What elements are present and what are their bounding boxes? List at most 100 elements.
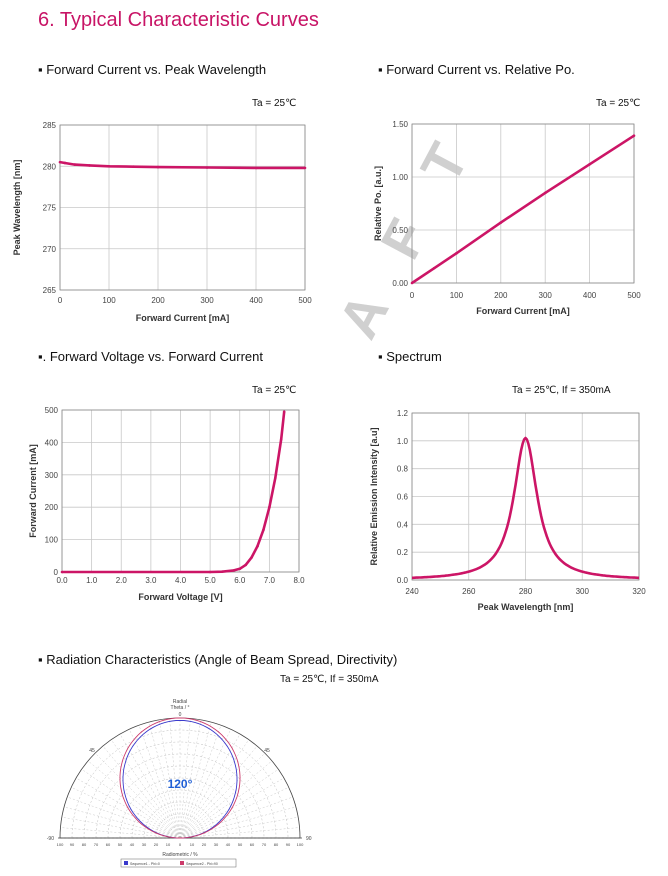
- iv-x-tick-label: 5.0: [205, 576, 217, 585]
- relpo-x-tick-label: 100: [450, 291, 464, 300]
- wavelength-y-tick-label: 280: [43, 162, 57, 171]
- radiation-radial-tick-label: 100: [57, 842, 64, 847]
- spectrum-y-tick-label: 1.0: [397, 437, 409, 446]
- radiation-ring: [167, 825, 193, 839]
- radiation-spoke: [138, 725, 181, 839]
- iv-x-tick-label: 3.0: [145, 576, 157, 585]
- radiation-radial-tick-label: 80: [82, 842, 87, 847]
- spectrum-x-tick-label: 320: [632, 587, 646, 596]
- relpo-data-point: [632, 134, 636, 137]
- wavelength-x-tick-label: 500: [298, 296, 312, 305]
- radiation-spoke: [179, 739, 249, 839]
- wavelength-x-axis-label: Forward Current [mA]: [136, 313, 230, 323]
- radiation-radial-tick-label: 90: [286, 842, 291, 847]
- relpo-data-point: [410, 281, 414, 285]
- section-heading-spectrum: ▪ Spectrum: [378, 349, 442, 364]
- iv-y-tick-label: 200: [45, 503, 59, 512]
- iv-y-tick-label: 100: [45, 536, 59, 545]
- radiation-spoke: [158, 719, 181, 839]
- iv-x-tick-label: 2.0: [116, 576, 128, 585]
- radiation-ring: [119, 777, 241, 839]
- condition-radiation: Ta = 25℃, If = 350mA: [280, 674, 379, 685]
- relpo-y-tick-label: 1.00: [392, 173, 408, 182]
- spectrum-x-tick-label: 280: [519, 587, 533, 596]
- section-heading-wavelength: ▪ Forward Current vs. Peak Wavelength: [38, 62, 267, 77]
- wavelength-data-point: [58, 160, 62, 164]
- radiation-series-1-line: [122, 719, 238, 839]
- relpo-x-tick-label: 300: [539, 291, 553, 300]
- section-heading-relative-po: ▪ Forward Current vs. Relative Po.: [378, 62, 575, 77]
- spectrum-y-tick-label: 1.2: [397, 409, 409, 418]
- radiation-radial-tick-label: 80: [274, 842, 279, 847]
- relpo-y-axis-label: Relative Po. [a.u.]: [373, 166, 383, 241]
- relpo-y-tick-label: 1.50: [392, 120, 408, 129]
- radiation-spoke: [95, 753, 181, 839]
- radiation-radial-tick-label: 30: [214, 842, 219, 847]
- radiation-right-end: 90: [306, 836, 312, 842]
- wavelength-data-point: [303, 166, 307, 170]
- iv-data-point: [279, 437, 283, 441]
- radiation-legend-label-1: Sequence1 - Phi=0: [130, 862, 160, 866]
- radiation-radial-tick-label: 70: [94, 842, 99, 847]
- radiation-radial-tick-label: 40: [130, 842, 135, 847]
- radiation-radial-tick-label: 60: [106, 842, 111, 847]
- radiation-spoke: [179, 745, 258, 839]
- radiation-spoke: [179, 769, 279, 839]
- radiation-spoke: [179, 787, 289, 839]
- spectrum-series-line: [412, 436, 639, 580]
- spectrum-plot-frame: [411, 412, 640, 581]
- radiation-spoke: [169, 718, 181, 839]
- radiation-legend-swatch-1: [124, 861, 128, 865]
- radiation-spoke: [179, 806, 296, 839]
- spectrum-x-tick-label: 300: [576, 587, 590, 596]
- radiation-center-label: 0: [179, 712, 182, 718]
- radiation-spoke: [60, 827, 181, 839]
- wavelength-y-tick-label: 270: [43, 245, 57, 254]
- spectrum-y-tick-label: 0.4: [397, 520, 409, 529]
- radiation-angle-annotation: 120°: [168, 777, 193, 791]
- wavelength-data-point: [132, 165, 135, 168]
- radiation-spoke: [148, 722, 181, 839]
- spectrum-x-tick-label: 260: [462, 587, 476, 596]
- radiation-spoke: [179, 725, 222, 839]
- page-title: 6. Typical Characteristic Curves: [38, 9, 319, 31]
- section-heading-iv: ▪. Forward Voltage vs. Forward Current: [38, 349, 263, 364]
- iv-series-line: [62, 411, 286, 574]
- radiation-radial-tick-label: 10: [190, 842, 195, 847]
- radiation-top-label: Radial: [173, 699, 187, 705]
- relpo-data-point: [588, 162, 591, 166]
- wavelength-x-tick-label: 0: [58, 296, 63, 305]
- radiation-spoke: [64, 806, 181, 839]
- radiation-radial-tick-label: 20: [202, 842, 207, 847]
- wavelength-data-point: [254, 166, 258, 170]
- radiation-radial-tick-label: 100: [297, 842, 304, 847]
- radiation-radial-tick-label: 0: [179, 842, 182, 847]
- spectrum-y-tick-label: 0.8: [397, 465, 409, 474]
- radiation-spoke: [179, 722, 212, 839]
- relpo-data-point: [432, 266, 436, 270]
- radiation-radial-tick-label: 70: [262, 842, 267, 847]
- radiation-radial-tick-label: 10: [166, 842, 171, 847]
- wavelength-plot-frame: [59, 124, 306, 291]
- relpo-data-point: [455, 252, 458, 255]
- iv-data-point: [256, 544, 259, 548]
- iv-data-point: [262, 528, 265, 532]
- relpo-series-line: [411, 134, 635, 285]
- section-heading-radiation: ▪ Radiation Characteristics (Angle of Be…: [38, 652, 398, 667]
- spectrum-y-tick-label: 0.2: [397, 548, 409, 557]
- radiation-spoke: [111, 739, 181, 839]
- radiation-radial-tick-label: 20: [154, 842, 159, 847]
- spectrum-y-axis-label: Relative Emission Intensity [a.u]: [369, 427, 379, 565]
- radiation-radial-tick-label: 30: [142, 842, 147, 847]
- iv-data-point: [220, 570, 224, 573]
- wavelength-x-tick-label: 400: [249, 296, 263, 305]
- iv-y-tick-label: 0: [54, 568, 59, 577]
- radiation-series-2-line: [119, 717, 241, 839]
- radiation-spoke: [179, 729, 231, 839]
- iv-data-point: [244, 563, 247, 567]
- spectrum-x-axis-label: Peak Wavelength [nm]: [478, 602, 574, 612]
- iv-data-point: [274, 476, 277, 480]
- radiation-spoke: [179, 796, 293, 839]
- radiation-spoke: [67, 796, 181, 839]
- wavelength-x-tick-label: 300: [200, 296, 214, 305]
